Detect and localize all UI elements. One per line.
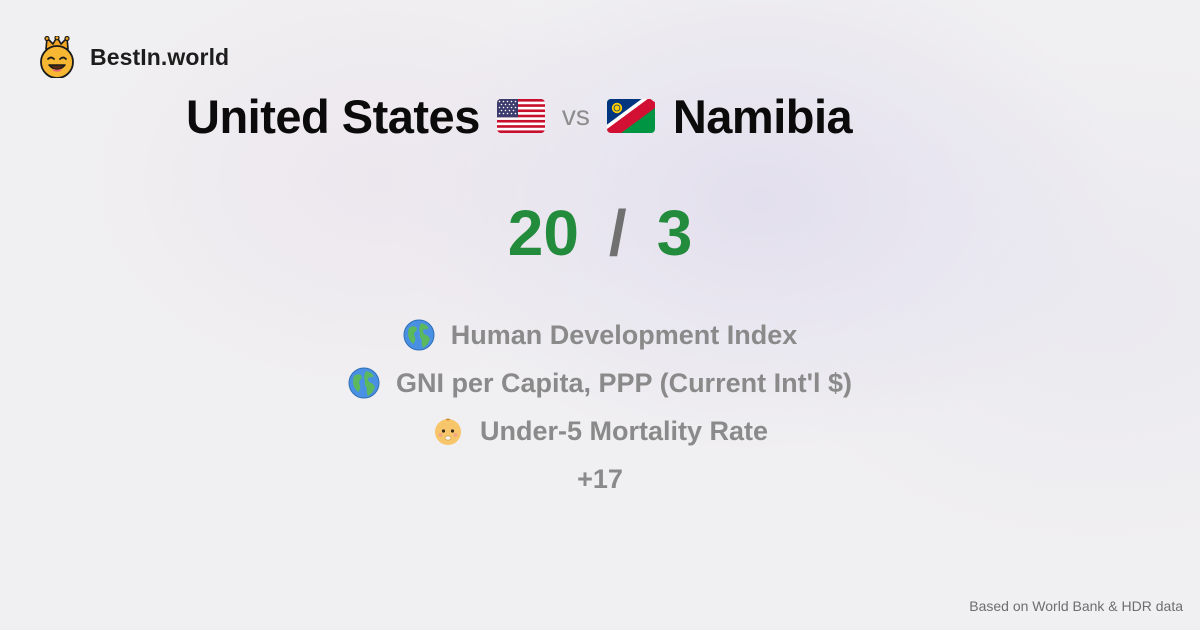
metric-label: Under-5 Mortality Rate bbox=[479, 415, 769, 446]
left-score: 20 bbox=[507, 197, 579, 269]
us-flag-icon bbox=[496, 99, 545, 133]
right-score: 3 bbox=[656, 197, 693, 269]
crown-smiley-icon bbox=[40, 36, 74, 78]
left-country-name[interactable]: United States bbox=[186, 89, 480, 143]
baby-icon bbox=[434, 418, 461, 445]
right-country-name[interactable]: Namibia bbox=[672, 89, 853, 143]
metric-label: GNI per Capita, PPP (Current Int'l $) bbox=[396, 367, 852, 398]
globe-icon bbox=[348, 367, 380, 399]
globe-icon bbox=[403, 319, 435, 351]
score-separator: / bbox=[608, 197, 627, 269]
comparison-title: United States vs bbox=[186, 88, 853, 144]
vs-label: vs bbox=[561, 100, 590, 131]
more-metrics-count[interactable]: +17 bbox=[577, 463, 623, 494]
metric-item[interactable]: GNI per Capita, PPP (Current Int'l $) bbox=[0, 359, 1200, 407]
namibia-flag-icon bbox=[606, 99, 655, 133]
metric-item[interactable]: Human Development Index bbox=[0, 311, 1200, 359]
brand[interactable]: BestIn.world bbox=[38, 36, 229, 78]
metrics-list: Human Development Index GNI per Capita, … bbox=[0, 311, 1200, 503]
metric-label: Human Development Index bbox=[450, 319, 798, 350]
data-source-note: Based on World Bank & HDR data bbox=[969, 598, 1183, 614]
score: 20 / 3 bbox=[0, 195, 1200, 271]
brand-name: BestIn.world bbox=[90, 43, 230, 70]
metric-item[interactable]: Under-5 Mortality Rate bbox=[0, 407, 1200, 455]
